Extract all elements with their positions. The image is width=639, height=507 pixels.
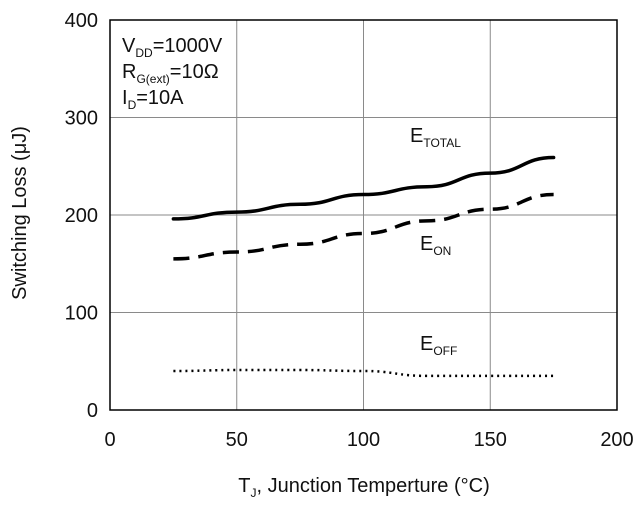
y-tick-label-300: 300	[65, 108, 98, 130]
tick-labels: 0 50 100 150 200 0 100 200 300 400	[65, 10, 634, 451]
grid-lines	[110, 20, 617, 410]
plot-frame	[109, 19, 618, 411]
x-tick-label-100: 100	[347, 429, 380, 451]
condition-vdd: VDD=1000V	[122, 35, 223, 60]
y-tick-label-200: 200	[65, 205, 98, 227]
y-tick-label-100: 100	[65, 303, 98, 325]
x-tick-label-50: 50	[226, 429, 248, 451]
series-line-e-total	[171, 155, 556, 221]
y-tick-label-400: 400	[65, 10, 98, 32]
series-label-etotal: ETOTAL	[410, 125, 461, 150]
condition-rg: RG(ext)=10Ω	[122, 61, 219, 86]
series-line-e-on	[173, 192, 554, 261]
x-tick-label-200: 200	[600, 429, 633, 451]
x-axis-title: TJ, Junction Temperture (°C)	[238, 475, 490, 500]
series-label-eoff: EOFF	[420, 333, 457, 358]
series-lines	[171, 155, 556, 378]
y-axis-title: Switching Loss (μJ)	[9, 126, 31, 300]
series-label-eon: EON	[420, 233, 451, 258]
condition-id: ID=10A	[122, 87, 184, 112]
x-tick-label-0: 0	[104, 429, 115, 451]
y-tick-label-0: 0	[87, 400, 98, 422]
x-tick-label-150: 150	[474, 429, 507, 451]
